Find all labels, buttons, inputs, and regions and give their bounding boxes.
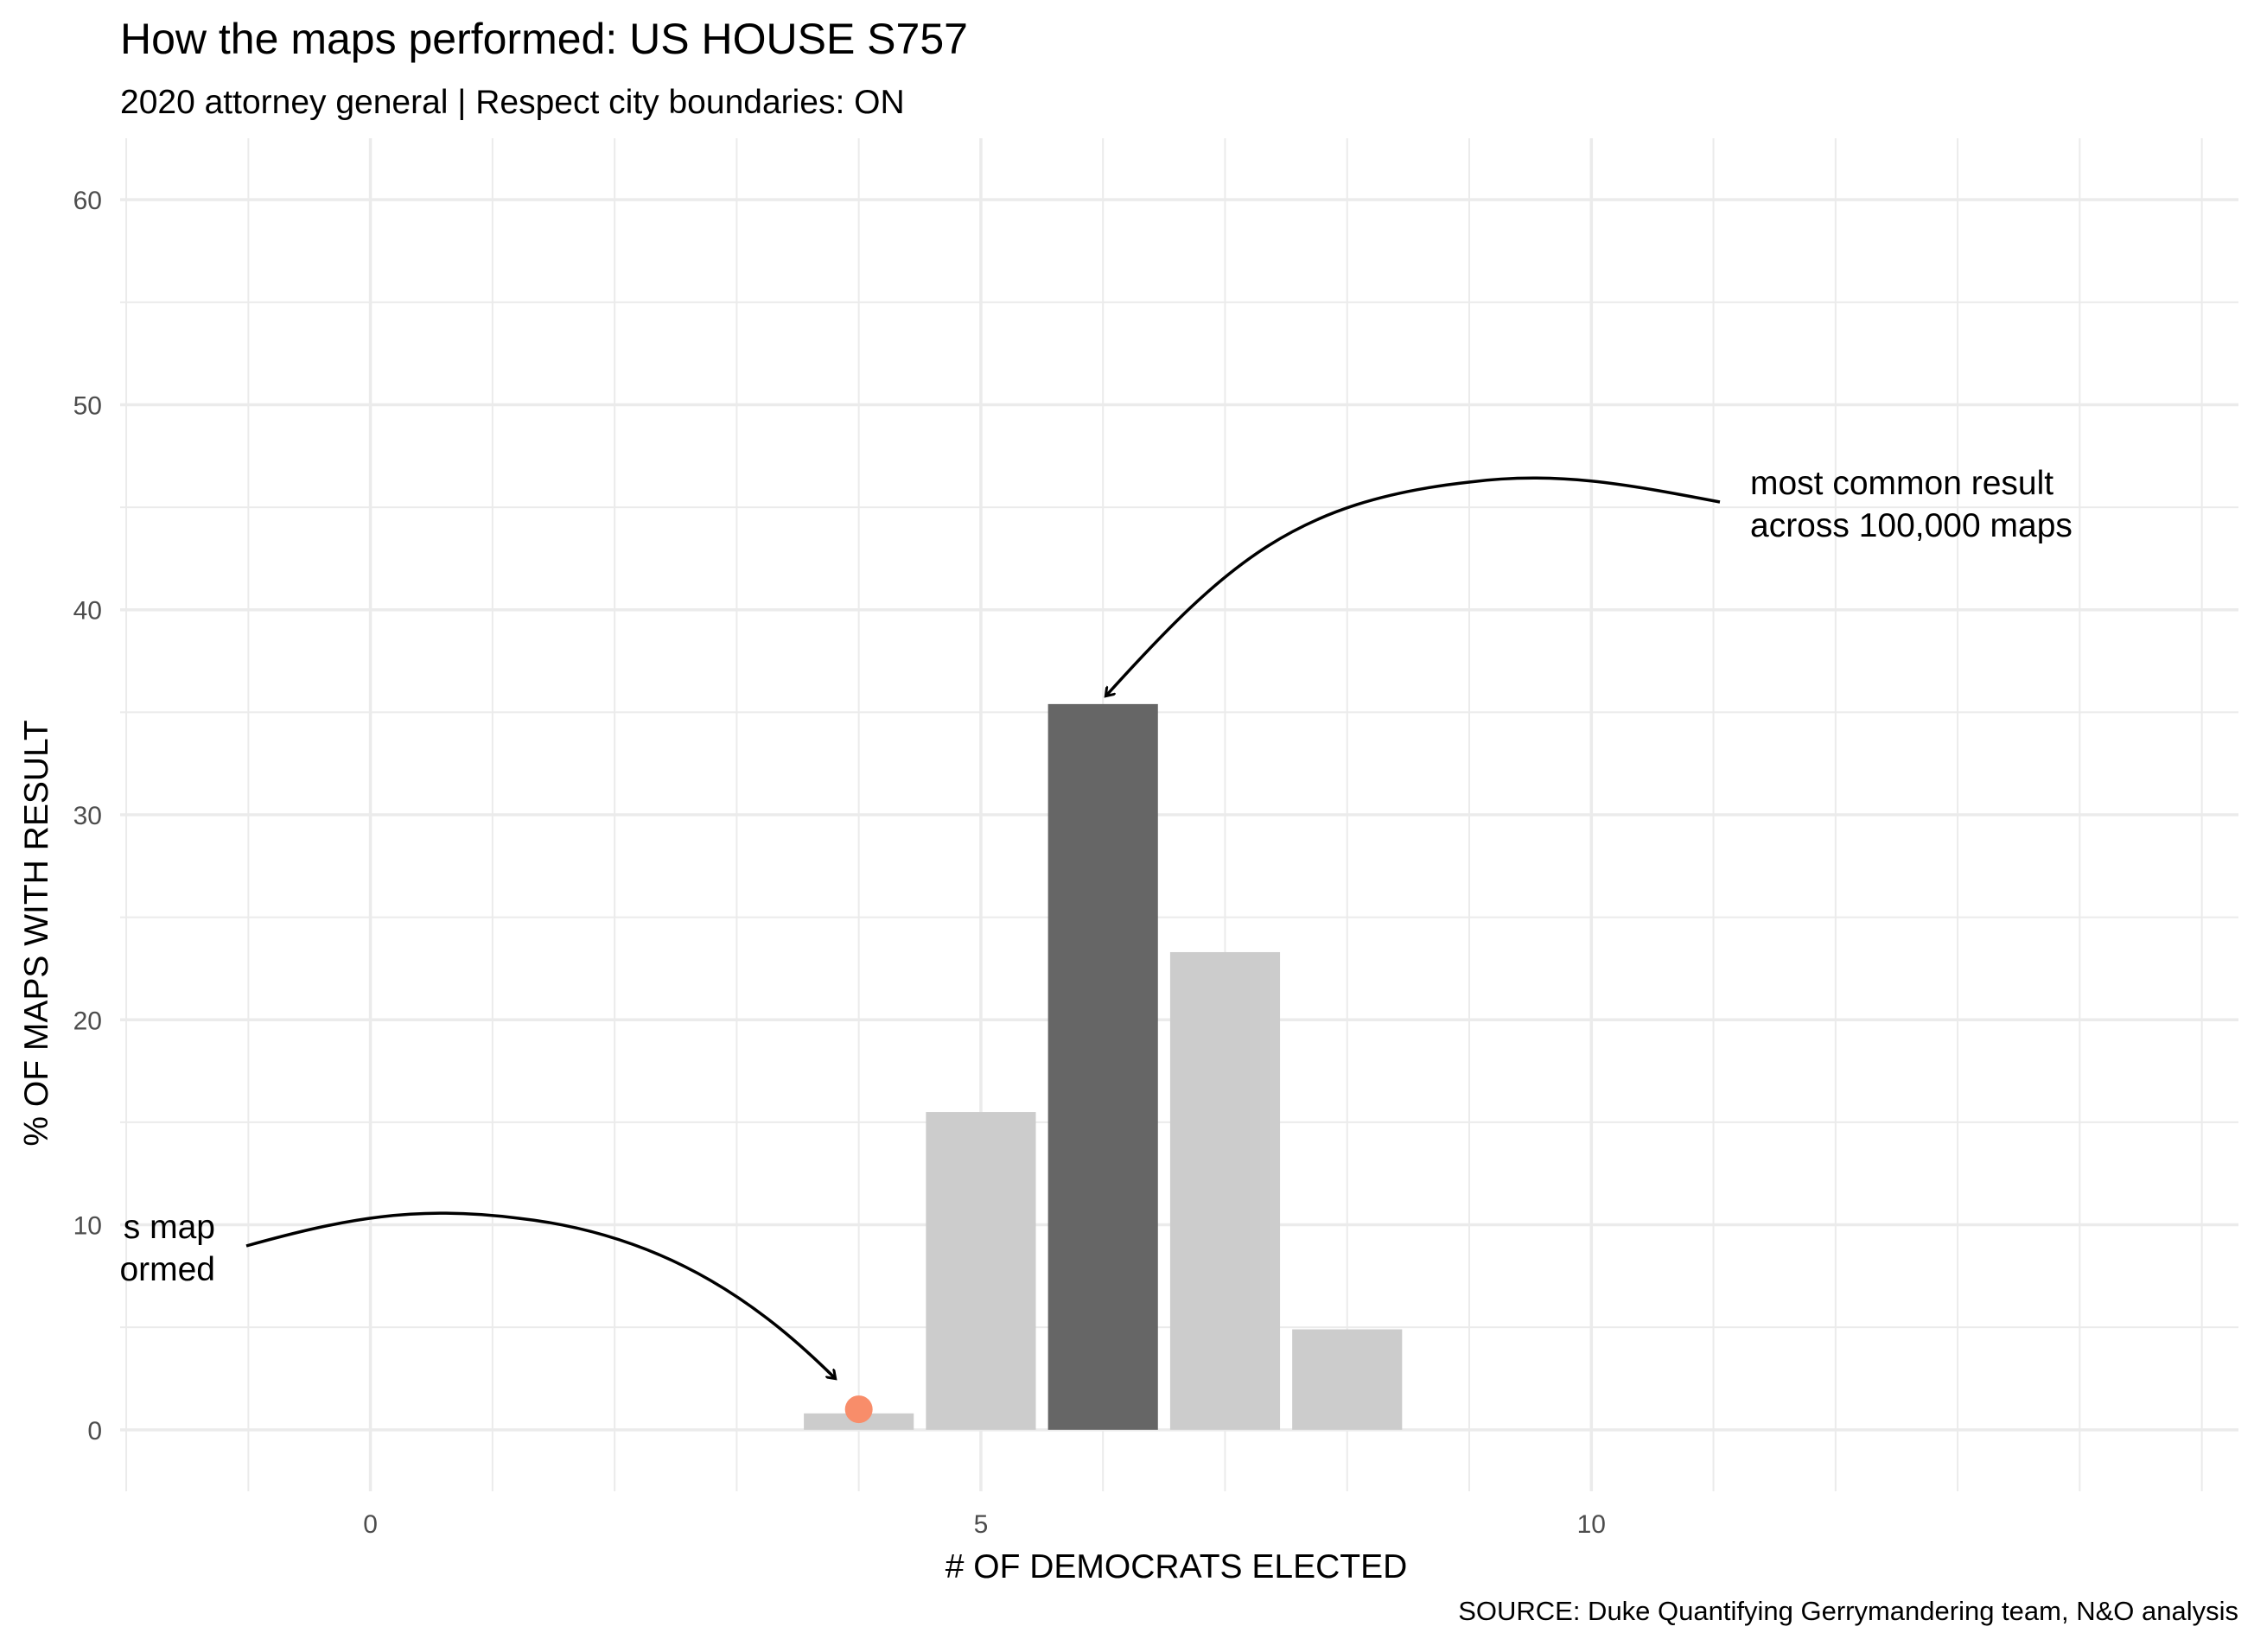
x-tick-label: 0: [363, 1510, 378, 1539]
enacted-map-point: [844, 1395, 873, 1424]
x-tick-label: 10: [1577, 1510, 1606, 1539]
chart-title: How the maps performed: US HOUSE S757: [120, 15, 968, 63]
y-tick-label: 0: [87, 1417, 102, 1446]
chart-subtitle: 2020 attorney general | Respect city bou…: [120, 84, 905, 121]
annotation-common-line-2: across 100,000 maps: [1750, 507, 2073, 544]
x-tick-label: 5: [974, 1510, 989, 1539]
x-axis-title: # OF DEMOCRATS ELECTED: [946, 1548, 1408, 1585]
chart-caption: SOURCE: Duke Quantifying Gerrymandering …: [1458, 1596, 2238, 1626]
y-tick-label: 60: [73, 187, 102, 215]
bar-8: [1292, 1329, 1403, 1430]
bar-6: [1047, 703, 1158, 1430]
y-axis-title: % OF MAPS WITH RESULT: [18, 720, 55, 1146]
y-axis-ticks: 0 10 20 30 40 50 60: [73, 187, 102, 1446]
annotation-arrow-map: [245, 1211, 835, 1378]
bar-7: [1169, 951, 1281, 1430]
x-axis-ticks: 0 5 10: [363, 1510, 1606, 1539]
annotation-map-line-2: ormed: [119, 1251, 215, 1288]
y-tick-label: 40: [73, 597, 102, 626]
points: [844, 1395, 873, 1424]
annotation-common-line-1: most common result: [1750, 465, 2053, 502]
y-tick-label: 50: [73, 391, 102, 420]
y-tick-label: 10: [73, 1212, 102, 1241]
bars: [804, 703, 1403, 1430]
annotation-arrow-common: [1106, 476, 1721, 696]
y-tick-label: 20: [73, 1007, 102, 1035]
bar-5: [926, 1112, 1036, 1430]
annotation-map-line-1: s map: [124, 1209, 215, 1246]
y-tick-label: 30: [73, 802, 102, 830]
